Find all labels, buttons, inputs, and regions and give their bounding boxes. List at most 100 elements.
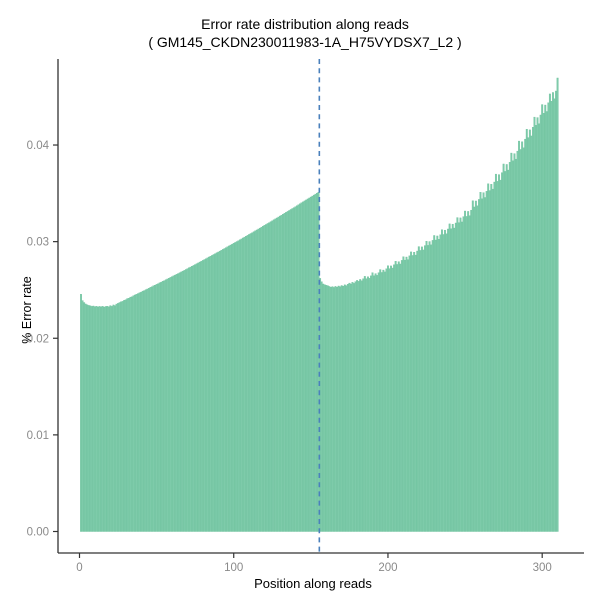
error-rate-bar [80,294,82,532]
error-rate-bar [397,261,400,532]
error-rate-bar [502,163,505,532]
y-tick-label: 0.02 [27,333,49,345]
error-rate-bar [371,272,374,532]
error-rate-bar [336,286,339,532]
error-rate-bar [130,296,133,532]
error-rate-bar [331,286,334,532]
error-rate-bar [186,268,189,532]
error-rate-bar [339,286,342,532]
error-rate-bar [385,268,388,532]
y-axis-title: % Error rate [20,276,34,343]
error-rate-bar [249,233,252,532]
error-rate-bar [114,305,116,532]
error-rate-bar [84,303,87,532]
error-rate-bar [451,223,454,532]
x-axis-title: Position along reads [254,576,372,591]
error-rate-bar [268,222,271,532]
error-rate-bar [175,274,178,532]
error-rate-bar [533,116,536,532]
error-rate-bar [530,135,533,532]
error-rate-bar [428,241,431,532]
error-rate-bar [524,138,527,532]
error-rate-bar [461,221,463,532]
error-rate-bar [215,252,218,532]
error-rate-bar [245,236,248,532]
error-rate-bar [194,264,197,532]
error-rate-bar [342,286,345,532]
error-rate-bar [112,304,115,532]
error-rate-bar [382,269,385,532]
error-rate-bar [353,283,355,532]
error-rate-bar [308,197,311,532]
error-rate-bar [285,212,288,532]
error-rate-bar [98,306,101,532]
x-tick-label: 0 [76,562,82,574]
error-rate-bar [306,198,309,532]
error-rate-bar [407,259,409,532]
error-rate-bar [206,257,209,532]
error-rate-bar [363,276,366,532]
error-rate-bar [312,194,315,532]
error-rate-bar [362,278,365,532]
error-rate-bar [161,281,164,532]
error-rate-bar [254,230,257,532]
error-rate-bar [151,286,153,532]
error-rate-bar [127,298,130,532]
error-rate-bar [225,247,227,532]
error-rate-bar [504,171,507,532]
error-rate-bar [333,287,335,532]
error-rate-bar [255,229,258,532]
error-rate-bar [183,270,186,532]
error-rate-bar [346,284,349,532]
error-rate-bar [334,286,337,532]
error-rate-bar [484,197,487,532]
error-rate-bar [286,211,289,532]
error-rate-bar [448,223,451,532]
error-rate-bar [279,215,281,532]
error-rate-bar [101,306,104,532]
error-rate-bar [507,169,510,532]
error-rate-bar [246,235,249,532]
error-rate-bar [220,250,223,532]
error-rate-bar [266,223,269,532]
error-rate-bar [169,277,172,532]
error-rate-bar [544,104,547,532]
error-rate-bar [289,209,292,532]
error-rate-bar [493,181,496,532]
error-rate-bar [235,241,238,532]
error-rate-bar [481,198,483,532]
error-rate-bar [126,298,129,532]
error-rate-bar [238,239,241,532]
error-rate-bar [374,273,377,532]
error-rate-bar [271,220,274,532]
error-rate-bar [325,285,328,532]
error-rate-bar [454,222,457,532]
error-rate-bar [147,288,150,532]
error-rate-bar [124,299,127,532]
error-rate-bar [473,206,476,532]
error-rate-bar [476,205,479,532]
error-rate-bar [498,174,500,532]
error-rate-bar [383,271,386,532]
error-rate-bar [419,250,422,532]
error-rate-bar [322,283,325,532]
error-rate-bar [316,192,318,532]
error-rate-bar [439,234,442,532]
error-rate-bar [447,228,450,532]
error-rate-bar [487,183,490,532]
error-rate-bar [491,188,494,532]
error-rate-bar [242,237,244,532]
error-rate-bar [146,288,149,532]
error-rate-bar [360,280,363,532]
error-rate-bar [403,259,406,532]
error-rate-bar [166,278,169,532]
error-rate-bar [538,123,541,532]
error-rate-bar [205,258,207,532]
error-rate-bar [357,281,360,532]
error-rate-bar [208,256,210,532]
error-rate-bar [462,216,465,532]
error-rate-bar [376,275,379,532]
error-rate-bar [402,256,405,532]
error-rate-bar [485,191,488,532]
error-rate-bar [265,224,268,532]
